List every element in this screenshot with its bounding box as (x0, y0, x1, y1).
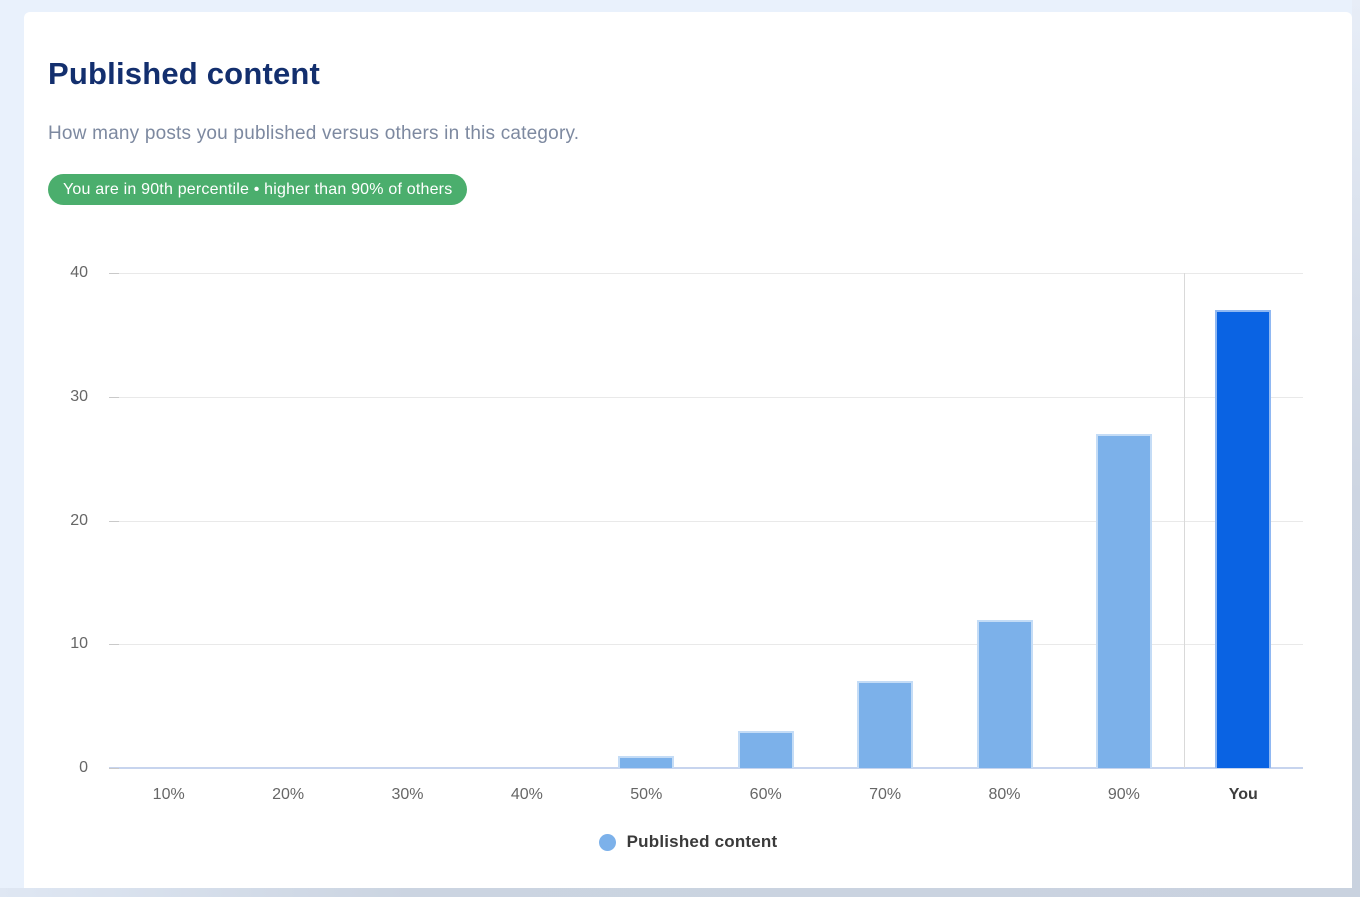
you-separator-line (1184, 273, 1185, 768)
x-axis-label-20%: 20% (272, 786, 305, 803)
legend-item-published-content[interactable]: Published content (598, 832, 778, 852)
y-axis-label-30: 30 (70, 387, 88, 405)
gridline-0 (109, 767, 1303, 769)
y-axis-tick-0 (109, 768, 119, 769)
x-axis-label-50%: 50% (630, 786, 663, 803)
bar-90%[interactable] (1095, 433, 1152, 768)
x-axis-label-you: You (1228, 786, 1258, 803)
bar-chart: 0 10 20 30 40 10% 20% 30% 40% 50% 60% 70% 80% 90% You (24, 12, 1352, 888)
gridline-30 (109, 396, 1303, 398)
page-subtitle: How many posts you published versus othe… (48, 123, 580, 144)
x-axis-label-80%: 80% (988, 786, 1021, 803)
page-title: Published content (48, 56, 321, 91)
x-axis-label-60%: 60% (749, 786, 782, 803)
legend-dot-icon (598, 833, 616, 851)
chart-legend: Published content (24, 832, 1352, 852)
y-axis-tick-30 (109, 396, 119, 398)
page-edge-bottom (0, 888, 1360, 897)
y-axis-tick-40 (109, 273, 119, 274)
y-axis-label-10: 10 (70, 635, 88, 653)
bar-80%[interactable] (976, 619, 1033, 768)
gridline-40 (109, 273, 1303, 274)
gridline-10 (109, 644, 1303, 646)
bar-60%[interactable] (737, 730, 794, 768)
y-axis-label-20: 20 (70, 511, 88, 529)
x-axis-label-10%: 10% (152, 786, 185, 803)
x-axis-label-90%: 90% (1107, 786, 1140, 803)
x-axis-label-30%: 30% (391, 786, 424, 803)
bar-70%[interactable] (857, 681, 914, 768)
y-axis-tick-10 (109, 644, 119, 646)
bar-you[interactable] (1215, 310, 1272, 768)
y-axis-tick-20 (109, 520, 119, 522)
y-axis-label-40: 40 (70, 264, 88, 281)
percentile-badge: You are in 90th percentile • higher than… (48, 174, 468, 205)
bar-50%[interactable] (618, 755, 675, 768)
x-axis-label-40%: 40% (510, 786, 543, 803)
x-axis-label-70%: 70% (869, 786, 902, 803)
published-content-card: Published content How many posts you pub… (24, 12, 1352, 888)
legend-label: Published content (626, 832, 778, 851)
page-edge-right (1352, 0, 1360, 897)
y-axis-label-0: 0 (79, 759, 88, 776)
gridline-20 (109, 520, 1303, 522)
